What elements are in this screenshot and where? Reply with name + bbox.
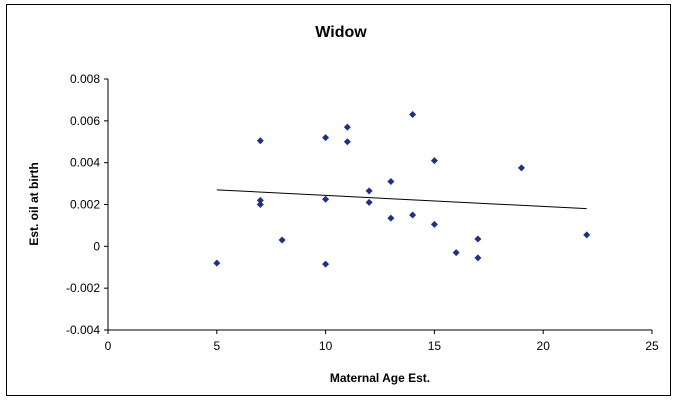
y-axis-ticks: -0.004 -0.002 0 0.002 0.004 0.006 0.008 [66,72,108,337]
x-tick-label: 15 [428,339,442,353]
chart-title: Widow [315,24,367,41]
data-point [583,231,591,239]
data-point [256,201,264,208]
x-axis-label: Maternal Age Est. [330,371,430,385]
y-tick-label: -0.004 [66,323,100,337]
x-tick-label: 20 [537,339,551,353]
plot-area: -0.004 -0.002 0 0.002 0.004 0.006 0.008 0 5 10 15… [66,72,659,353]
data-point [322,195,330,203]
y-tick-label: 0.006 [70,114,100,128]
y-tick-label: 0.004 [70,156,100,170]
scatter-chart: Widow -0.004 -0.002 0 0.002 0.004 0.006 0.008 … [27,24,659,385]
data-point [452,249,460,257]
data-point [430,157,438,165]
data-point [474,235,482,243]
x-tick-label: 5 [213,339,220,353]
data-points [213,111,591,268]
data-point [322,134,330,142]
data-point [474,254,482,262]
data-point [256,137,264,145]
data-point [365,187,373,195]
y-tick-label: 0.002 [70,198,100,212]
data-point [343,123,351,131]
chart-area: Widow -0.004 -0.002 0 0.002 0.004 0.006 0.008 … [6,4,671,396]
y-tick-label: 0 [93,239,100,253]
y-tick-label: -0.002 [66,281,100,295]
data-point [278,236,286,244]
y-tick-label: 0.008 [70,72,100,86]
data-point [409,111,417,119]
data-point [387,177,395,185]
x-tick-label: 10 [319,339,333,353]
data-point [365,198,373,206]
data-point [343,138,351,146]
x-tick-label: 0 [105,339,112,353]
trendline [216,189,587,210]
y-axis-label: Est. oil at birth [27,162,41,245]
data-point [517,164,525,172]
data-point [409,211,417,219]
data-point [256,196,264,204]
data-point [387,214,395,222]
x-tick-label: 25 [645,339,659,353]
x-axis-ticks: 0 5 10 15 20 25 [105,330,659,353]
data-point [322,260,330,268]
data-point [430,220,438,228]
data-point [213,259,221,267]
